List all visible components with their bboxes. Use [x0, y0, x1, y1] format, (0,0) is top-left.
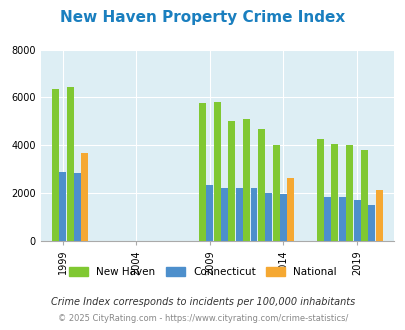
Legend: New Haven, Connecticut, National: New Haven, Connecticut, National	[65, 263, 340, 281]
Bar	[59, 172, 66, 241]
Bar	[257, 170, 264, 241]
Bar	[243, 119, 249, 241]
Bar	[323, 197, 330, 241]
Bar	[345, 146, 352, 241]
Bar	[338, 197, 345, 241]
Bar	[213, 102, 220, 241]
Bar	[81, 153, 88, 241]
Bar	[330, 181, 338, 241]
Bar	[360, 149, 367, 241]
Bar	[206, 185, 213, 241]
Bar	[228, 120, 235, 241]
Bar	[272, 145, 279, 241]
Bar	[375, 190, 382, 241]
Bar	[250, 188, 257, 241]
Bar	[66, 154, 73, 241]
Bar	[330, 144, 338, 241]
Text: © 2025 CityRating.com - https://www.cityrating.com/crime-statistics/: © 2025 CityRating.com - https://www.city…	[58, 314, 347, 323]
Text: New Haven Property Crime Index: New Haven Property Crime Index	[60, 10, 345, 25]
Bar	[66, 87, 73, 241]
Bar	[316, 139, 323, 241]
Bar	[221, 187, 228, 241]
Bar	[74, 174, 81, 241]
Bar	[228, 170, 235, 241]
Bar	[264, 193, 271, 241]
Bar	[52, 89, 59, 241]
Bar	[287, 178, 294, 241]
Bar	[367, 206, 374, 241]
Bar	[243, 170, 249, 241]
Text: Crime Index corresponds to incidents per 100,000 inhabitants: Crime Index corresponds to incidents per…	[51, 297, 354, 307]
Bar	[272, 175, 279, 241]
Bar	[257, 129, 264, 241]
Bar	[279, 194, 286, 241]
Bar	[213, 167, 220, 241]
Bar	[353, 200, 360, 241]
Bar	[360, 187, 367, 241]
Bar	[198, 103, 205, 241]
Bar	[235, 188, 242, 241]
Bar	[345, 184, 352, 241]
